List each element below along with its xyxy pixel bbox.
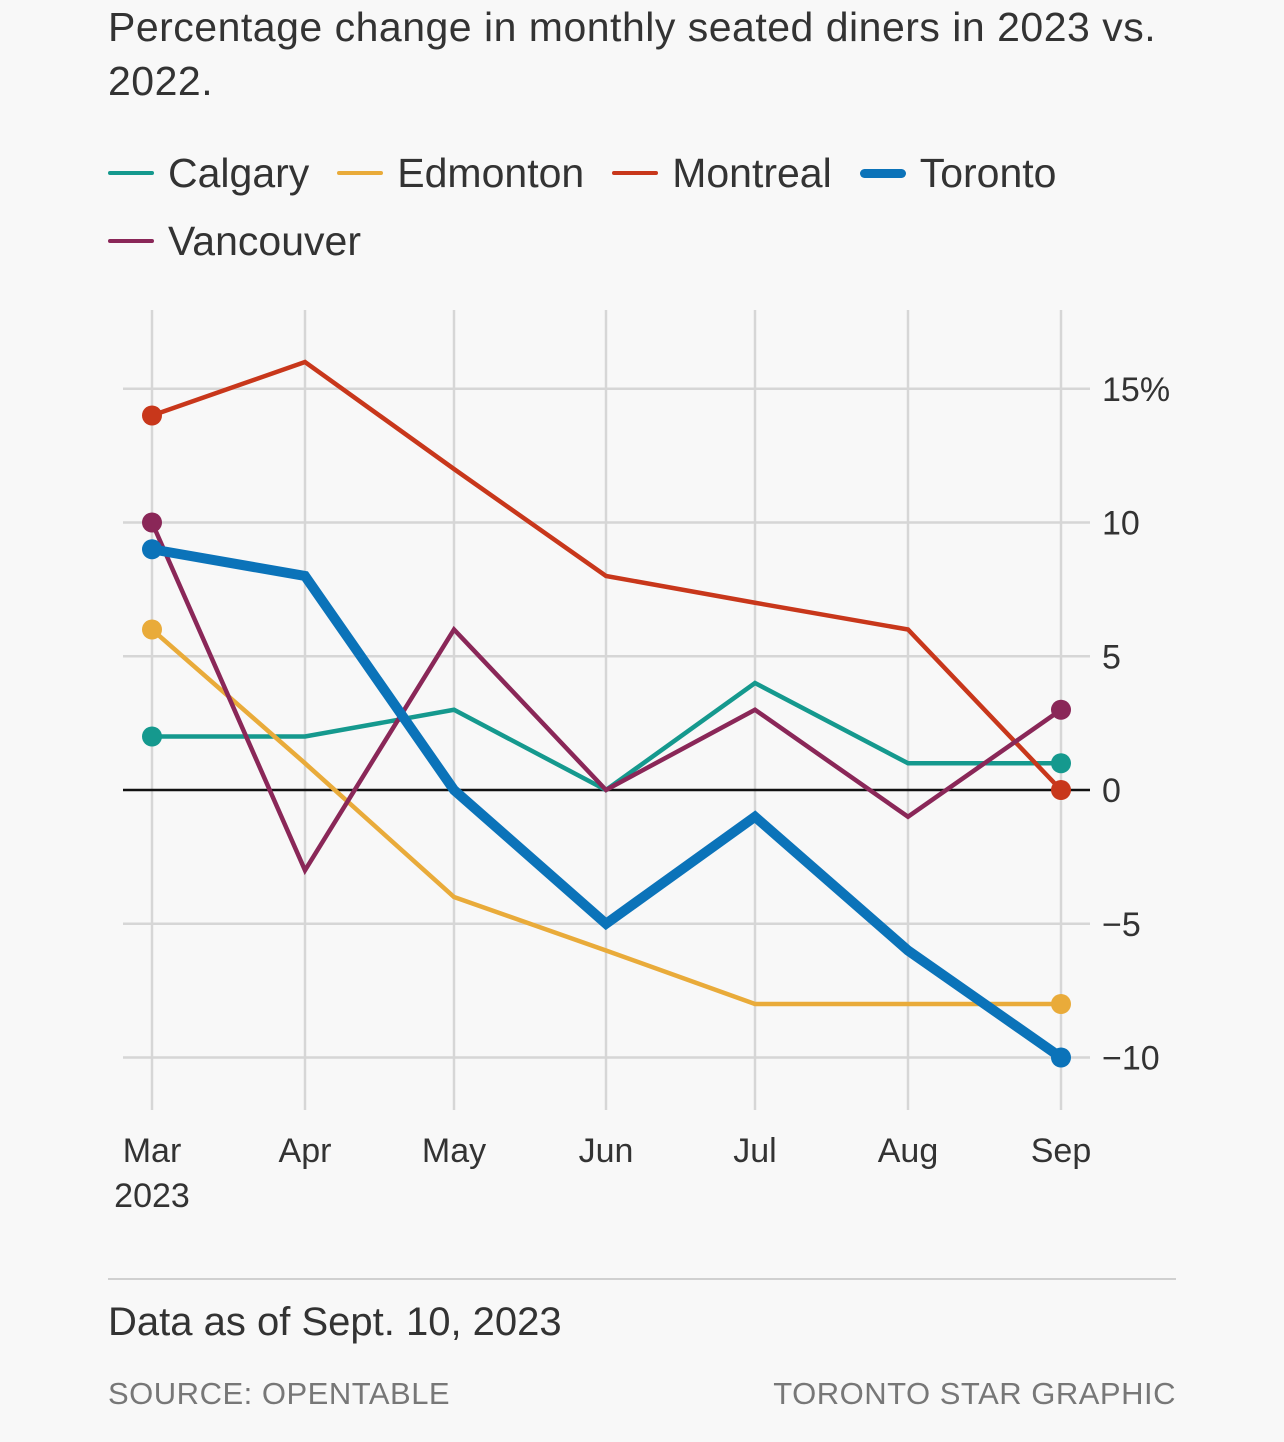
- point-calgary-start: [142, 726, 162, 747]
- point-montreal-end: [1051, 780, 1071, 800]
- point-montreal-start: [142, 405, 162, 426]
- point-edmonton-end: [1051, 994, 1071, 1014]
- legend-swatch-montreal: [612, 171, 659, 175]
- legend-label-toronto: Toronto: [919, 150, 1057, 196]
- legend-label-calgary: Calgary: [168, 150, 310, 196]
- point-vancouver-end: [1051, 699, 1071, 720]
- point-edmonton-start: [142, 619, 162, 640]
- legend-item-toronto: Toronto: [859, 146, 1057, 200]
- x-tick-label-mar: Mar: [123, 1132, 182, 1170]
- x-tick-label-aug: Aug: [878, 1132, 939, 1170]
- point-toronto-end: [1051, 1047, 1071, 1068]
- y-tick-label-15-: 15%: [1102, 371, 1170, 409]
- series-line-montreal: [151, 359, 1063, 792]
- legend-item-edmonton: Edmonton: [337, 146, 584, 200]
- x-tick-label-may: May: [422, 1132, 486, 1170]
- footer-divider: [108, 1278, 1176, 1280]
- source-credit: SOURCE: OPENTABLE: [108, 1376, 451, 1411]
- y-tick-label-5: 5: [1102, 638, 1121, 676]
- legend-label-edmonton: Edmonton: [397, 150, 585, 196]
- point-toronto-start: [142, 539, 162, 560]
- x-tick-label-jun: Jun: [579, 1132, 634, 1170]
- legend-swatch-vancouver: [108, 239, 154, 243]
- legend-label-vancouver: Vancouver: [168, 218, 361, 264]
- y-tick-label--10: −10: [1102, 1040, 1160, 1078]
- series-line-toronto: [151, 544, 1064, 1062]
- x-tick-label-apr: Apr: [279, 1132, 332, 1170]
- x-tick-label-sep: Sep: [1031, 1132, 1092, 1170]
- chart-title: Percentage change in monthly seated dine…: [108, 4, 1157, 104]
- x-tick-sublabel-year: 2023: [114, 1177, 190, 1215]
- y-tick-label-10: 10: [1102, 505, 1140, 543]
- graphic-credit: TORONTO STAR GRAPHIC: [773, 1376, 1176, 1411]
- legend-swatch-calgary: [108, 171, 154, 175]
- y-tick-label-0: 0: [1102, 772, 1121, 810]
- legend-label-montreal: Montreal: [672, 150, 832, 196]
- legend-swatch-toronto: [859, 168, 906, 178]
- point-vancouver-start: [142, 512, 162, 533]
- series-line-vancouver: [149, 521, 1063, 876]
- legend-item-vancouver: Vancouver: [108, 214, 361, 268]
- point-calgary-end: [1051, 753, 1071, 774]
- line-chart: 15% 10 5 0 −5 −10 Mar Apr May Jun Jul Aug Sep 2023: [114, 310, 1170, 1215]
- legend-item-calgary: Calgary: [108, 146, 309, 200]
- legend: Calgary Edmonton Montreal Toronto Vancou…: [108, 146, 1188, 268]
- data-note: Data as of Sept. 10, 2023: [108, 1300, 562, 1344]
- y-tick-label--5: −5: [1102, 906, 1141, 944]
- legend-swatch-edmonton: [337, 171, 384, 175]
- x-tick-label-jul: Jul: [733, 1132, 776, 1170]
- legend-item-montreal: Montreal: [612, 146, 832, 200]
- series-line-edmonton: [150, 627, 1061, 1007]
